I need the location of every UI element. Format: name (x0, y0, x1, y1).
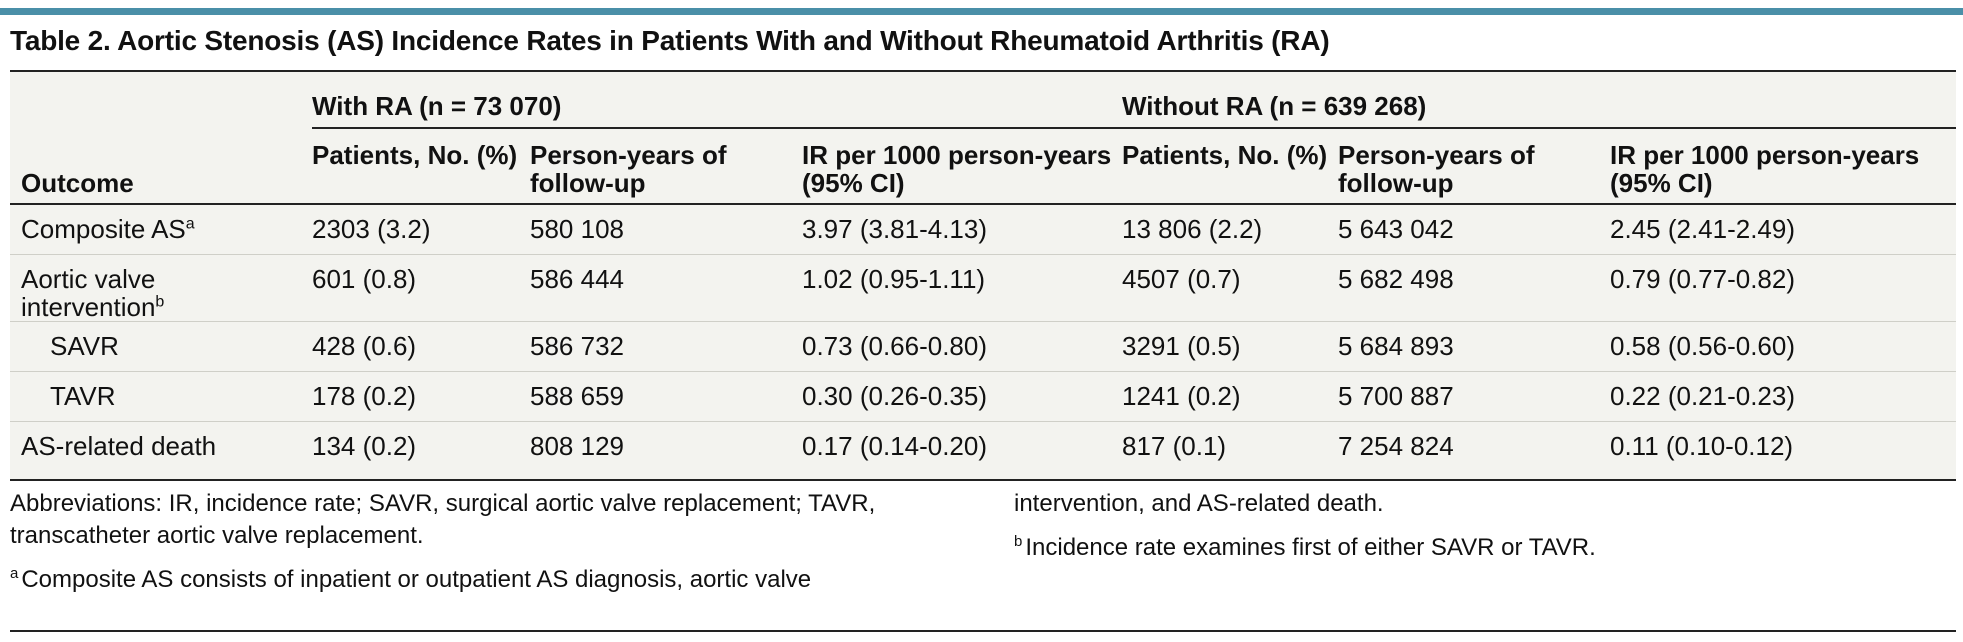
cell-without-patients: 13 806 (2.2) (1122, 214, 1263, 244)
column-header-without-ir: IR per 1000 person-years (95% CI) (1610, 128, 1956, 205)
table-row: TAVR 178 (0.2) 588 659 0.30 (0.26-0.35) … (10, 370, 1956, 421)
cell-without-ir: 0.22 (0.21-0.23) (1610, 370, 1956, 421)
cell-without-person-years: 5 700 887 (1338, 370, 1610, 421)
abbreviations-note: Abbreviations: IR, incidence rate; SAVR,… (10, 490, 876, 549)
footnote-b: b Incidence rate examines first of either… (1014, 533, 1596, 561)
cell-with-ir: 0.73 (0.66-0.80) (802, 320, 1122, 371)
row-label-tavr: TAVR (10, 370, 312, 421)
cell-with-ir: 0.30 (0.26-0.35) (802, 370, 1122, 421)
cell-with-patients: 178 (0.2) (312, 370, 530, 421)
table-row: AS-related death 134 (0.2) 808 129 0.17 … (10, 420, 1956, 471)
column-header-without-person-years: Person-years of follow-up (1338, 128, 1610, 205)
cell-without-person-years: 5 682 498 (1338, 253, 1610, 321)
cell-with-person-years: 580 108 (530, 214, 624, 244)
incidence-table: With RA (n = 73 070) Without RA (n = 639… (10, 72, 1956, 471)
cell-without-ir: 0.11 (0.10-0.12) (1610, 420, 1956, 471)
cell-with-person-years: 588 659 (530, 370, 802, 421)
footnote-a-continued: intervention, and AS-related death. (1014, 490, 1384, 517)
cell-without-person-years: 5 643 042 (1338, 214, 1454, 244)
group-header-without-ra: Without RA (n = 639 268) (1122, 72, 1956, 129)
cell-with-ir: 3.97 (3.81-4.13) (802, 214, 988, 244)
cell-without-ir: 0.79 (0.77-0.82) (1610, 253, 1956, 321)
cell-without-patients: 817 (0.1) (1122, 420, 1338, 471)
row-label-aortic-valve-intervention: Aortic valve interventionb (10, 253, 312, 321)
cell-with-patients: 428 (0.6) (312, 320, 530, 371)
cell-without-patients: 1241 (0.2) (1122, 370, 1338, 421)
cell-without-patients: 4507 (0.7) (1122, 253, 1338, 321)
table-row: SAVR 428 (0.6) 586 732 0.73 (0.66-0.80) … (10, 320, 1956, 371)
column-header-with-ir: IR per 1000 person-years (95% CI) (802, 128, 1122, 205)
table-row: Aortic valve interventionb 601 (0.8) 586… (10, 253, 1956, 321)
table-notes: Abbreviations: IR, incidence rate; SAVR,… (10, 488, 1956, 598)
cell-with-person-years: 808 129 (530, 420, 802, 471)
column-header-outcome: Outcome (10, 128, 312, 205)
notes-left-column: Abbreviations: IR, incidence rate; SAVR,… (10, 488, 940, 600)
column-header-without-patients: Patients, No. (%) (1122, 128, 1338, 205)
cell-with-ir: 0.17 (0.14-0.20) (802, 420, 1122, 471)
cell-with-person-years: 586 444 (530, 253, 802, 321)
table-row: Composite ASa 2303 (3.2) 580 108 3.97 (3… (10, 204, 1956, 254)
cell-with-patients: 134 (0.2) (312, 420, 530, 471)
footnote-a: a Composite AS consists of inpatient or o… (10, 565, 812, 593)
top-accent-rule (0, 8, 1963, 15)
row-label-as-related-death: AS-related death (10, 420, 312, 471)
cell-without-person-years: 5 684 893 (1338, 320, 1610, 371)
cell-with-patients: 601 (0.8) (312, 253, 530, 321)
group-header-with-ra: With RA (n = 73 070) (312, 72, 1122, 129)
cell-with-patients: 2303 (3.2) (312, 214, 431, 244)
cell-without-patients: 3291 (0.5) (1122, 320, 1338, 371)
cell-without-ir: 0.58 (0.56-0.60) (1610, 320, 1956, 371)
table-title: Table 2. Aortic Stenosis (AS) Incidence … (10, 25, 1330, 56)
row-label-composite-as: Composite ASa (21, 214, 195, 244)
header-empty-cell (10, 72, 312, 128)
table-container: With RA (n = 73 070) Without RA (n = 639… (10, 70, 1956, 481)
row-label-savr: SAVR (10, 320, 312, 371)
cell-without-ir: 2.45 (2.41-2.49) (1610, 214, 1796, 244)
column-header-with-patients: Patients, No. (%) (312, 128, 530, 205)
footnote-marker-b: b (155, 292, 165, 310)
notes-right-column: intervention, and AS-related death. b Inc… (1014, 488, 1954, 576)
cell-without-person-years: 7 254 824 (1338, 420, 1610, 471)
cell-with-person-years: 586 732 (530, 320, 802, 371)
cell-with-ir: 1.02 (0.95-1.11) (802, 253, 1122, 321)
footnote-marker-a: a (185, 215, 195, 233)
bottom-rule (10, 630, 1956, 632)
column-header-with-person-years: Person-years of follow-up (530, 128, 802, 205)
